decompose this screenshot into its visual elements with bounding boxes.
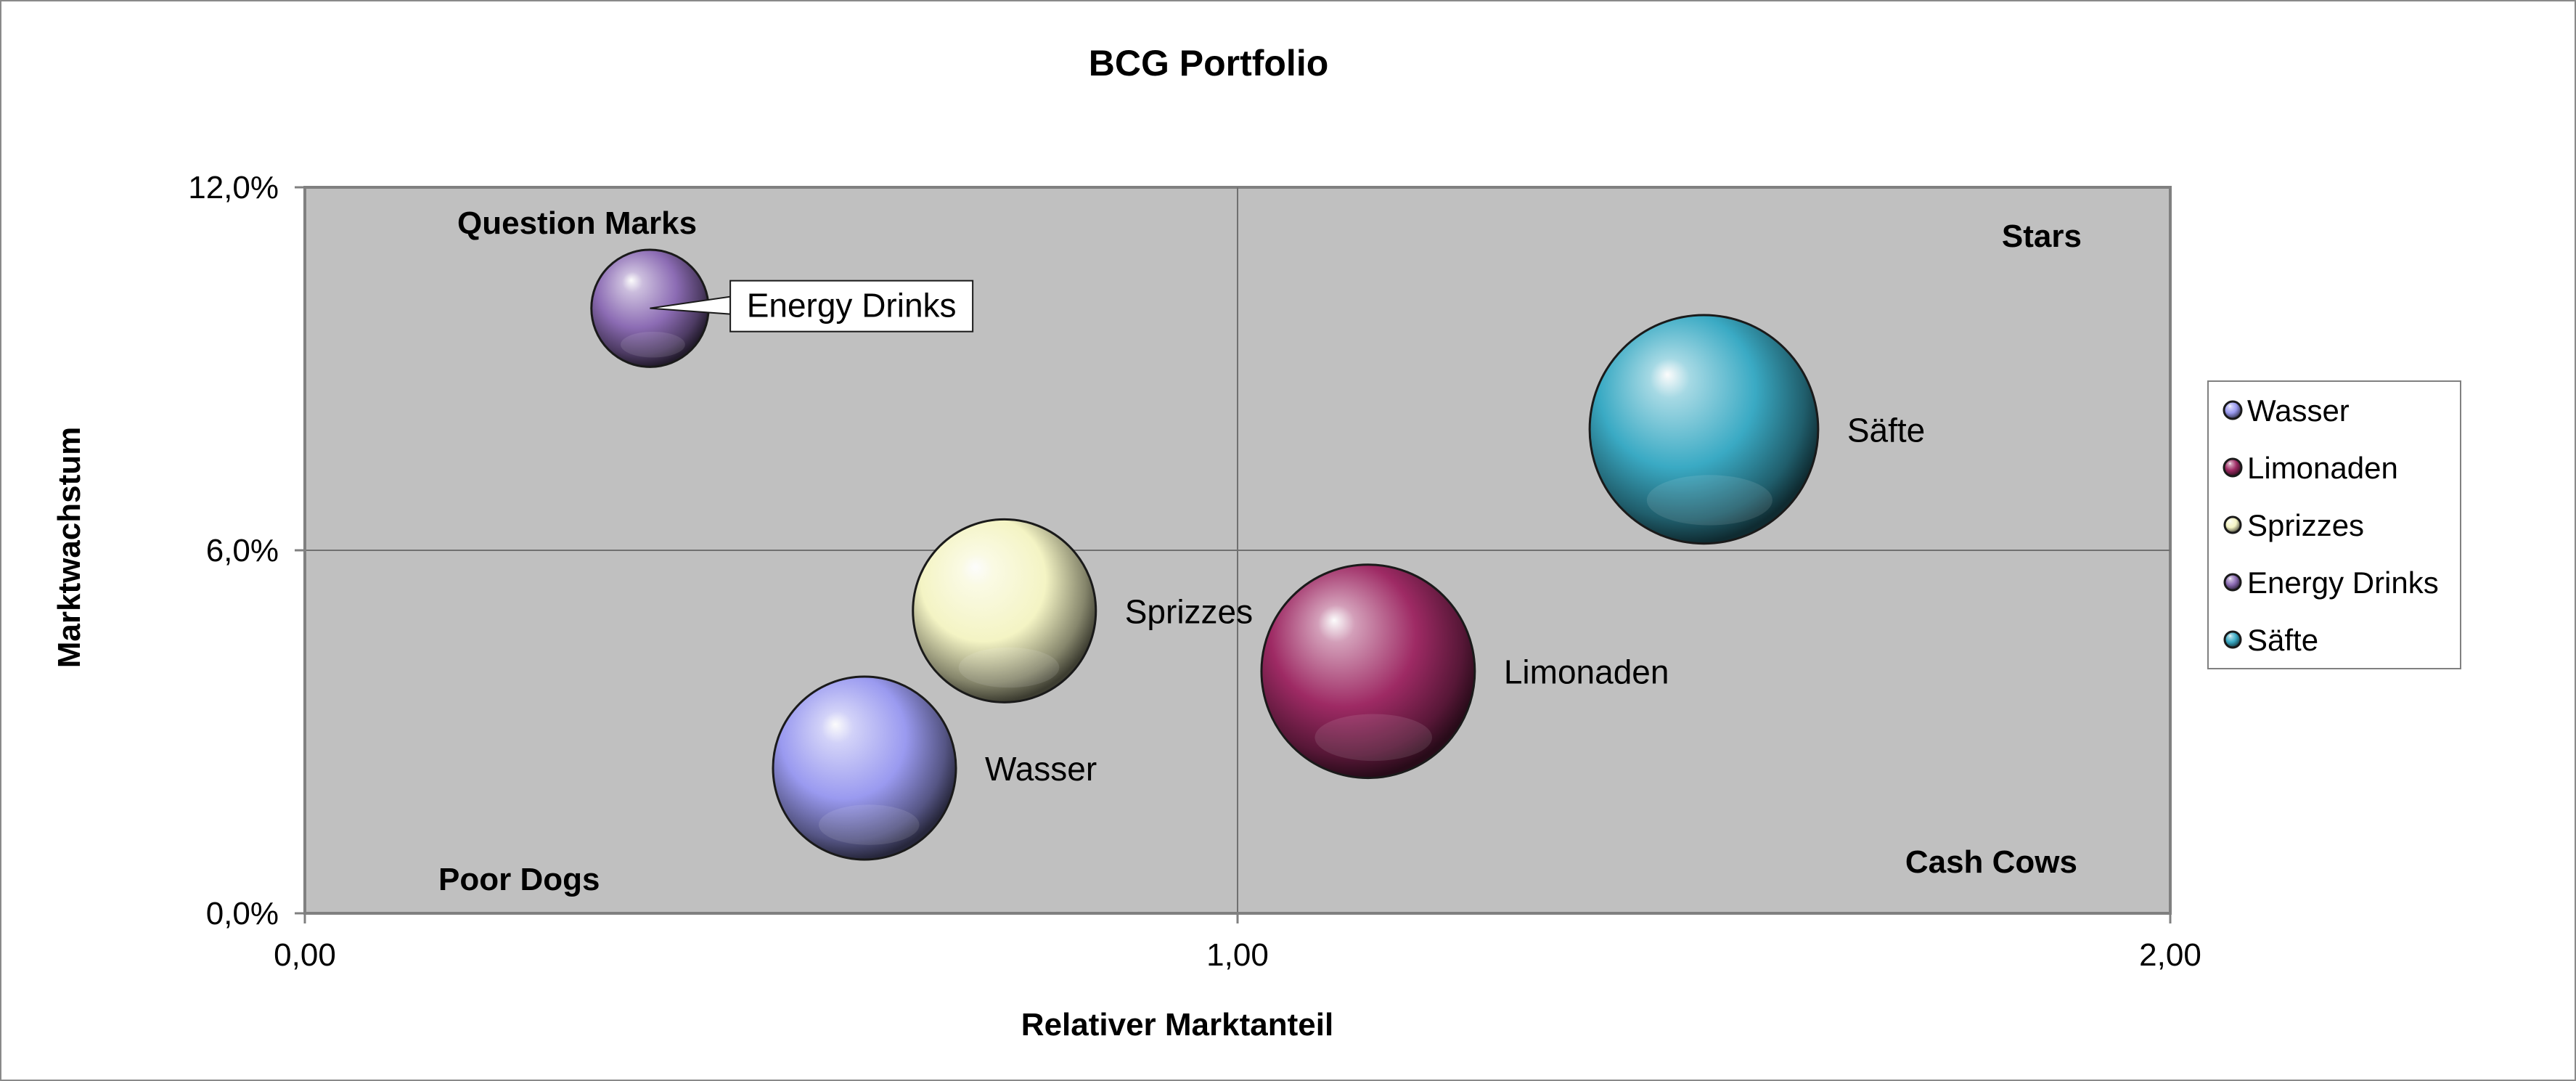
legend-box: [2207, 380, 2461, 669]
bubble-label: Wasser: [985, 750, 1097, 788]
y-tick-label: 0,0%: [206, 896, 279, 931]
bubble-reflection: [958, 647, 1060, 688]
bubble-wasser: [772, 675, 957, 861]
legend: Wasser Limonaden Sprizzes Energy Drinks Säft…: [2207, 380, 2461, 669]
bubble-label: Limonaden: [1504, 653, 1669, 691]
bubble-reflection: [819, 804, 920, 845]
x-tick-label: 2,00: [2139, 937, 2201, 973]
y-tick-label: 12,0%: [188, 170, 279, 205]
axes: [295, 186, 2172, 923]
legend-label: Säfte: [2247, 623, 2318, 657]
bubble-label: Sprizzes: [1125, 592, 1253, 630]
tick-labels: 0,00 1,00 2,00 0,0% 6,0% 12,0%: [188, 170, 2201, 973]
quadrant-question-marks: Question Marks: [457, 205, 697, 241]
quadrant-stars: Stars: [2002, 219, 2082, 254]
bubble-reflection: [1646, 475, 1772, 526]
quadrant-poor-dogs: Poor Dogs: [438, 862, 600, 897]
legend-marker: [2223, 400, 2243, 420]
legend-marker: [2223, 630, 2242, 649]
bubble-label: Energy Drinks: [747, 287, 957, 325]
bubble-limonaden: [1260, 563, 1476, 780]
grid-lines: [305, 187, 2170, 913]
bubble-sprizzes: [912, 518, 1097, 703]
x-tick-label: 1,00: [1206, 937, 1269, 973]
bubble-label: Säfte: [1847, 411, 1925, 449]
x-axis-title: Relativer Marktanteil: [1021, 1007, 1333, 1043]
legend-marker: [2223, 573, 2242, 592]
y-axis-title: Marktwachstum: [52, 427, 87, 669]
legend-label: Limonaden: [2247, 451, 2398, 485]
bubble-reflection: [1314, 714, 1433, 762]
legend-marker: [2223, 457, 2243, 478]
bubble-labels: Wasser Limonaden Sprizzes Energy Drinks Säft…: [650, 280, 1925, 788]
x-tick-label: 0,00: [274, 937, 336, 973]
legend-label: Sprizzes: [2247, 508, 2364, 542]
legend-marker: [2223, 515, 2242, 534]
bubbles: [590, 248, 1820, 861]
bubble-reflection: [621, 331, 685, 358]
callout-box: [729, 280, 974, 333]
chart-title: BCG Portfolio: [1089, 43, 1329, 83]
bubble-s-fte: [1588, 314, 1820, 545]
y-tick-label: 6,0%: [206, 533, 279, 568]
quadrant-cash-cows: Cash Cows: [1905, 844, 2077, 880]
legend-label: Wasser: [2247, 393, 2350, 428]
legend-label: Energy Drinks: [2247, 566, 2439, 600]
